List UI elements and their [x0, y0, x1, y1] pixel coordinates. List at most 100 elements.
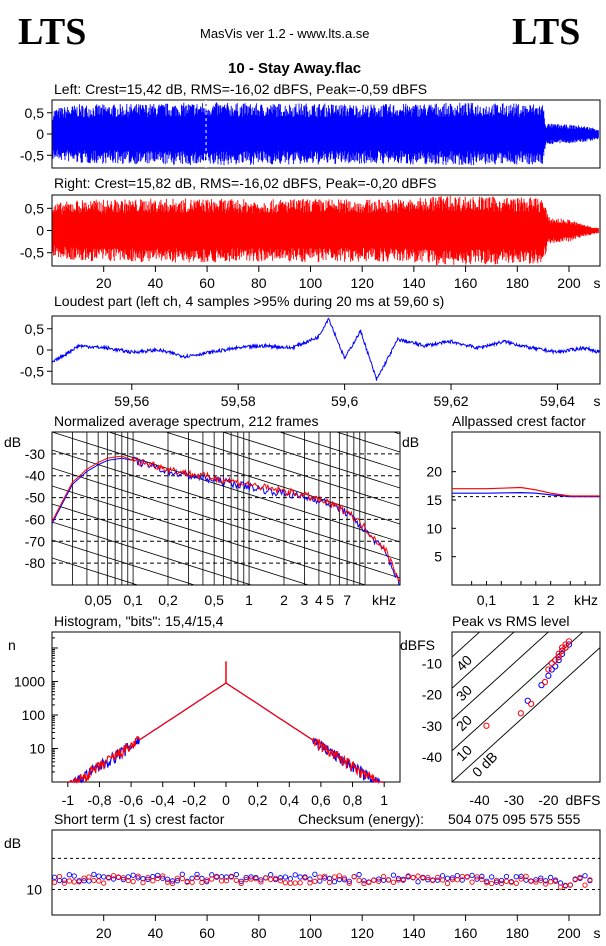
short-crest-point-right — [228, 874, 235, 880]
peak-rms-point-right — [555, 650, 562, 657]
peak-rms-point-right — [517, 710, 524, 717]
short-crest-point-left — [61, 877, 68, 883]
spectrum-slope-line — [52, 503, 310, 585]
right-wave-ytick-label: 0,5 — [25, 200, 45, 216]
checksum-value: 504 075 095 575 555 — [448, 811, 581, 827]
peak-rms-point-right — [562, 644, 569, 651]
short-crest-point-left — [361, 878, 367, 884]
spectrum-slope-line — [221, 432, 400, 489]
short-crest-point-right — [199, 879, 205, 885]
short-crest-point-right — [248, 876, 254, 882]
short-crest-point-left — [469, 872, 475, 879]
short-crest-point-right — [164, 879, 171, 885]
spectrum-slope-line — [278, 432, 400, 471]
short-crest-xtick-label: 40 — [148, 925, 164, 941]
short-crest-xtick-label: 100 — [299, 925, 323, 941]
short-crest-point-left — [376, 876, 382, 882]
spectrum-xtick-label: 1 — [245, 592, 253, 608]
spectrum-xtick-label: 0,1 — [123, 592, 143, 608]
peak-rms-ytick-label: -10 — [422, 655, 442, 671]
peak-rms-xtick-label: -30 — [504, 792, 524, 808]
short-crest-point-left — [277, 875, 284, 881]
short-crest-point-left — [51, 874, 58, 880]
time-xtick-label: 60 — [199, 275, 215, 291]
spectrum-ytick-label: -70 — [25, 533, 45, 549]
short-crest-frame — [51, 829, 601, 916]
short-crest-point-right — [523, 873, 529, 880]
short-crest-point-left — [346, 878, 352, 884]
short-crest-point-right — [184, 879, 190, 885]
short-crest-point-left — [155, 872, 161, 879]
spectrum-slope-line — [52, 521, 253, 585]
short-crest-point-right — [341, 875, 348, 881]
short-crest-point-left — [425, 877, 431, 883]
peak-rms-diagonal — [452, 632, 550, 721]
short-crest-point-right — [518, 876, 524, 882]
short-crest-point-right — [439, 877, 446, 883]
short-crest-point-right — [538, 877, 544, 884]
short-crest-point-right — [547, 879, 554, 885]
allpass-ytick-label: 10 — [426, 520, 442, 536]
peak-rms-point-right — [559, 647, 566, 654]
spectrum-slope-line — [52, 449, 400, 561]
short-crest-point-right — [479, 876, 485, 883]
short-crest-point-left — [498, 877, 505, 884]
spectrum-slope-line — [52, 432, 400, 543]
spectrum-slope-line — [335, 432, 400, 453]
short-crest-point-right — [238, 880, 244, 886]
short-crest-point-left — [268, 872, 274, 878]
short-crest-point-left — [204, 879, 210, 885]
short-crest-point-left — [81, 878, 87, 884]
short-crest-point-left — [66, 872, 72, 878]
short-crest-point-left — [71, 873, 77, 879]
spectrum-frame — [51, 431, 401, 586]
short-crest-point-right — [101, 880, 107, 886]
time-xtick-label: 120 — [351, 275, 375, 291]
short-crest-ylabel: dB — [4, 835, 21, 851]
peak-rms-point-right — [545, 666, 552, 673]
short-crest-point-right — [159, 873, 166, 879]
short-crest-point-right — [376, 878, 382, 884]
short-crest-point-right — [155, 875, 161, 882]
short-crest-point-left — [110, 876, 117, 882]
short-crest-point-right — [209, 876, 215, 882]
peak-rms-frame — [451, 631, 601, 783]
peak-rms-point-left — [548, 666, 555, 673]
short-crest-point-right — [76, 879, 82, 885]
short-crest-point-left — [125, 874, 131, 880]
short-crest-point-right — [493, 877, 500, 883]
short-crest-point-right — [444, 880, 451, 887]
spectrum-slope-line — [52, 467, 400, 579]
loudest-xtick-label: 59,62 — [434, 393, 469, 409]
peak-rms-point-right — [559, 644, 566, 651]
time-xtick-label: 160 — [454, 275, 478, 291]
short-crest-point-right — [130, 878, 136, 885]
short-crest-point-right — [268, 876, 274, 883]
histogram-xtick-label: 0,8 — [343, 792, 363, 808]
peak-rms-point-right — [541, 678, 549, 686]
time-xtick-label: 80 — [251, 275, 267, 291]
spectrum-ytick-label: -60 — [25, 511, 45, 527]
short-crest-point-right — [459, 873, 465, 880]
spectrum-xunit: kHz — [372, 592, 396, 608]
spectrum-xtick-label: 7 — [343, 592, 351, 608]
spectrum-xtick-label: 5 — [326, 592, 334, 608]
short-crest-point-right — [361, 880, 367, 887]
allpass-ytick-label: 15 — [426, 492, 442, 508]
short-crest-point-left — [557, 880, 564, 886]
short-crest-ytick-label: 10 — [26, 882, 42, 898]
peak-rms-point-right — [483, 722, 490, 729]
peak-rms-ylabel: dBFS — [400, 637, 435, 653]
short-crest-xtick-label: 140 — [402, 925, 426, 941]
short-crest-point-right — [66, 878, 72, 884]
spectrum-slope-line — [52, 288, 400, 398]
histogram-xtick-label: -0,4 — [151, 792, 175, 808]
spectrum-ytick-label: -40 — [25, 468, 45, 484]
spectrum-xtick-label: 0,2 — [158, 592, 178, 608]
peak-rms-point-right — [552, 657, 559, 664]
peak-rms-diag-label: 10 — [453, 742, 475, 764]
short-crest-point-left — [518, 873, 524, 879]
peak-rms-xtick-label: -20 — [538, 792, 558, 808]
right-wave-signal — [52, 195, 599, 266]
short-crest-point-right — [140, 880, 146, 886]
